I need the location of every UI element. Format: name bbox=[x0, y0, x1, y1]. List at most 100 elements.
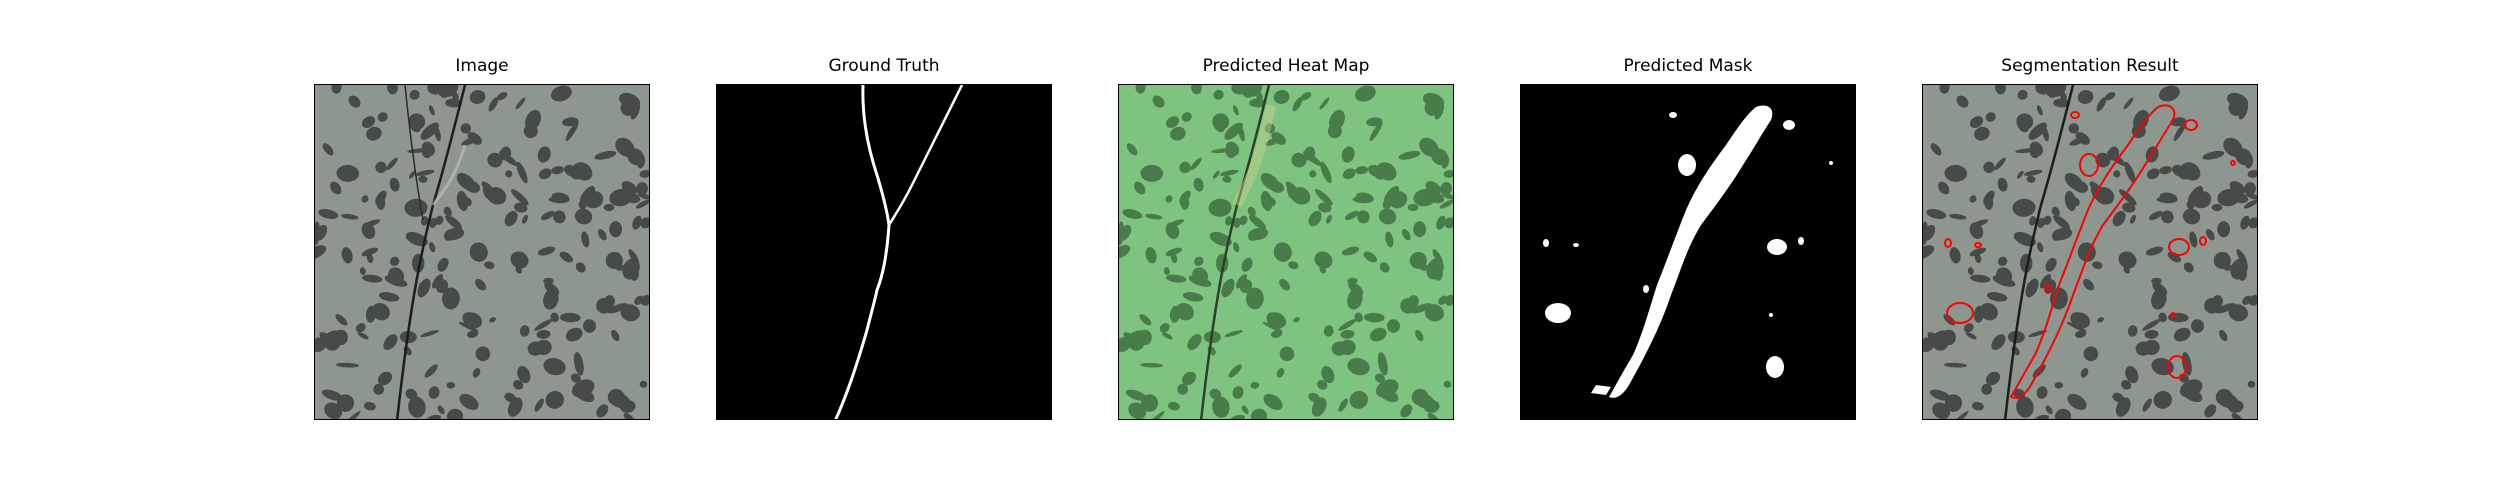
texture-spot bbox=[2068, 123, 2080, 134]
texture-spot bbox=[1145, 213, 1163, 220]
texture-spot bbox=[417, 278, 431, 298]
texture-spot bbox=[2248, 217, 2257, 229]
texture-spot bbox=[2161, 210, 2174, 224]
texture-spot bbox=[384, 275, 408, 287]
texture-spot bbox=[1249, 215, 1266, 230]
texture-spot bbox=[1400, 298, 1416, 314]
texture-spot bbox=[623, 192, 641, 204]
texture-spot bbox=[1338, 398, 1348, 412]
texture-spot bbox=[1177, 383, 1189, 395]
texture-spot bbox=[1179, 190, 1191, 205]
texture-spot bbox=[2064, 190, 2077, 212]
texture-spot bbox=[1248, 227, 1269, 241]
texture-spot bbox=[606, 303, 628, 314]
texture-spot bbox=[460, 123, 472, 134]
texture-spot bbox=[1355, 166, 1368, 175]
texture-spot bbox=[2211, 203, 2223, 212]
texture-spot bbox=[581, 231, 590, 248]
texture-spot bbox=[639, 170, 649, 178]
texture-spot bbox=[2097, 317, 2104, 323]
texture-spot bbox=[596, 404, 609, 418]
texture-spot bbox=[428, 105, 435, 116]
texture-spot bbox=[2028, 122, 2047, 140]
texture-spot bbox=[630, 103, 640, 120]
texture-spot bbox=[1986, 292, 2008, 302]
texture-spot bbox=[2151, 288, 2167, 310]
texture-spot bbox=[1939, 85, 1950, 94]
texture-spot bbox=[1122, 209, 1143, 219]
panel-title: Segmentation Result bbox=[2001, 56, 2179, 76]
texture-spot bbox=[619, 92, 641, 109]
texture-spot bbox=[522, 214, 528, 224]
texture-spot bbox=[446, 381, 456, 389]
texture-spot bbox=[2223, 264, 2233, 271]
texture-spot bbox=[2240, 215, 2250, 230]
segmentation-result-image bbox=[1923, 85, 2257, 419]
texture-spot bbox=[1444, 217, 1453, 229]
heat-map-image bbox=[1119, 85, 1453, 419]
texture-spot bbox=[2153, 390, 2173, 409]
texture-spot bbox=[1419, 137, 1439, 157]
texture-spot bbox=[1992, 275, 2016, 287]
texture-spot bbox=[551, 85, 572, 102]
texture-spot bbox=[418, 175, 428, 183]
texture-spot bbox=[1119, 221, 1124, 246]
texture-spot bbox=[579, 186, 596, 204]
texture-spot bbox=[1179, 161, 1191, 174]
texture-spot bbox=[1991, 334, 2006, 351]
texture-spot bbox=[2159, 85, 2180, 102]
texture-spot bbox=[1366, 117, 1383, 127]
texture-spot bbox=[551, 166, 564, 175]
texture-spot bbox=[1211, 148, 1234, 153]
texture-spot bbox=[1981, 383, 1993, 395]
texture-spot bbox=[1440, 154, 1450, 169]
texture-spot bbox=[1436, 215, 1446, 230]
texture-spot bbox=[322, 143, 334, 156]
texture-spot bbox=[1233, 217, 1241, 228]
texture-spot bbox=[2244, 182, 2256, 196]
texture-spot bbox=[1427, 192, 1445, 204]
texture-spot bbox=[2190, 319, 2205, 333]
texture-spot bbox=[1401, 229, 1411, 241]
texture-spot bbox=[2033, 414, 2050, 419]
texture-spot bbox=[1288, 261, 1299, 270]
texture-spot bbox=[1994, 157, 2006, 171]
texture-spot bbox=[1951, 410, 1969, 419]
texture-spot bbox=[2204, 298, 2220, 314]
texture-spot bbox=[1424, 304, 1445, 322]
texture-spot bbox=[2217, 221, 2231, 238]
texture-spot bbox=[429, 242, 436, 253]
texture-spot bbox=[513, 380, 524, 390]
texture-spot bbox=[1126, 143, 1138, 156]
texture-spot bbox=[1163, 267, 1170, 275]
texture-spot bbox=[405, 388, 418, 400]
texture-spot bbox=[1140, 362, 1163, 368]
texture-spot bbox=[1949, 247, 1961, 264]
texture-spot bbox=[635, 199, 649, 209]
texture-spot bbox=[623, 412, 636, 419]
texture-spot bbox=[2083, 278, 2095, 291]
texture-spot bbox=[1341, 146, 1355, 163]
texture-spot bbox=[1170, 126, 1186, 141]
texture-spot bbox=[2045, 257, 2057, 272]
texture-spot bbox=[1923, 245, 1935, 260]
texture-spot bbox=[570, 169, 582, 180]
texture-spot bbox=[2204, 404, 2217, 418]
texture-spot bbox=[1235, 274, 1248, 289]
texture-spot bbox=[2118, 251, 2137, 269]
texture-spot bbox=[2060, 92, 2067, 102]
texture-spot bbox=[571, 379, 595, 398]
texture-spot bbox=[1369, 121, 1383, 141]
texture-spot bbox=[535, 339, 552, 356]
texture-spot bbox=[1963, 323, 1974, 333]
texture-spot bbox=[488, 187, 507, 205]
texture-spot bbox=[496, 92, 508, 101]
texture-spot bbox=[1308, 210, 1322, 227]
texture-spot bbox=[1228, 364, 1242, 378]
texture-spot bbox=[1213, 89, 1224, 100]
texture-spot bbox=[543, 357, 566, 376]
texture-spot bbox=[1339, 339, 1356, 356]
texture-spot bbox=[2168, 312, 2189, 323]
texture-spot bbox=[640, 217, 649, 229]
texture-spot bbox=[538, 168, 552, 180]
